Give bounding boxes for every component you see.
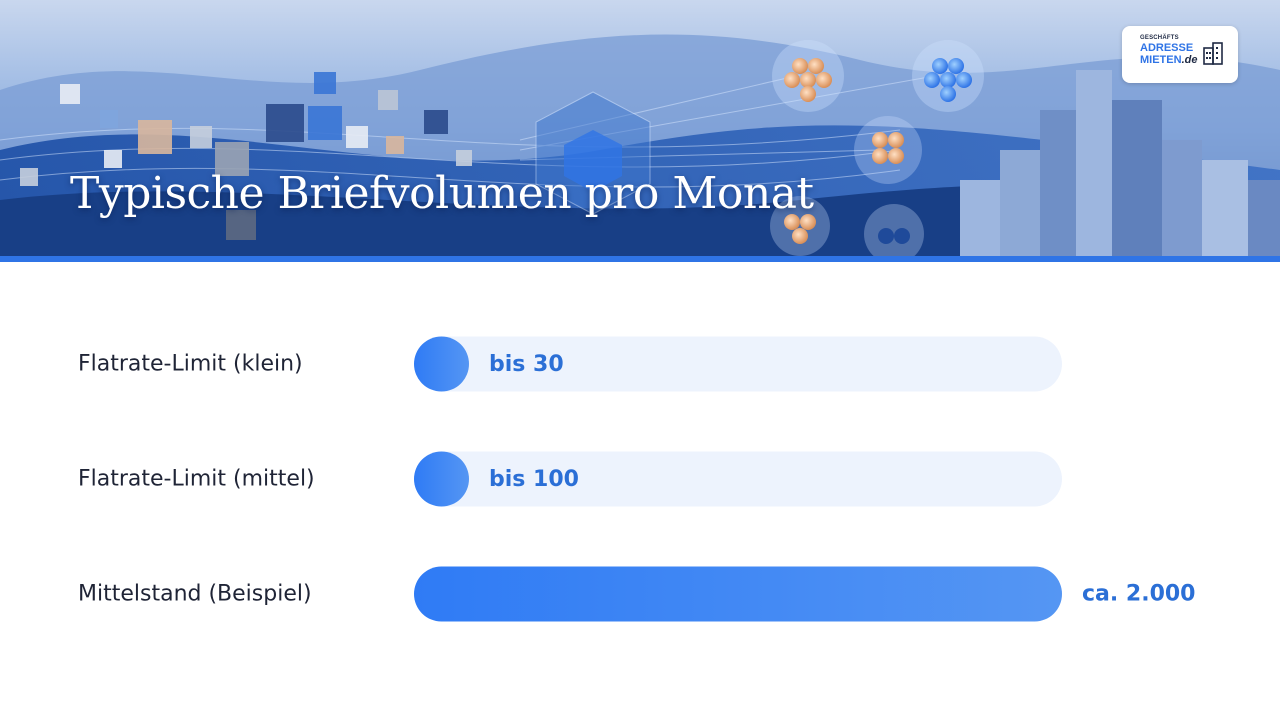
bar bbox=[414, 451, 469, 507]
logo-line-2: MIETEN.de bbox=[1140, 55, 1197, 66]
bar-track: bis 100 bbox=[414, 451, 1062, 507]
data-label: ca. 2.000 bbox=[1082, 581, 1196, 607]
logo-line-2-suffix: .de bbox=[1181, 54, 1198, 66]
category-label: Flatrate-Limit (klein) bbox=[78, 351, 303, 377]
header-banner: Typische Briefvolumen pro Monat GESCHÄFT… bbox=[0, 0, 1280, 256]
data-label: bis 30 bbox=[489, 351, 564, 377]
header-accent-line bbox=[0, 256, 1280, 262]
category-label: Flatrate-Limit (mittel) bbox=[78, 466, 315, 492]
logo-line-1: ADRESSE bbox=[1140, 42, 1194, 54]
data-label: bis 100 bbox=[489, 466, 579, 492]
building-icon bbox=[1203, 42, 1223, 65]
logo-line-2-main: MIETEN bbox=[1140, 54, 1182, 66]
logo-line-small: GESCHÄFTS bbox=[1140, 35, 1179, 41]
category-label: Mittelstand (Beispiel) bbox=[78, 581, 312, 607]
page-title: Typische Briefvolumen pro Monat bbox=[70, 168, 814, 219]
company-logo[interactable]: GESCHÄFTS ADRESSE MIETEN.de bbox=[1122, 26, 1238, 83]
bar bbox=[414, 336, 469, 392]
bar-track bbox=[414, 566, 1062, 622]
bar-track: bis 30 bbox=[414, 336, 1062, 392]
banner-illustration bbox=[0, 0, 1280, 256]
bar-chart: Flatrate-Limit (klein) bis 30 Flatrate-Lim… bbox=[0, 262, 1280, 720]
bar bbox=[414, 566, 1062, 622]
